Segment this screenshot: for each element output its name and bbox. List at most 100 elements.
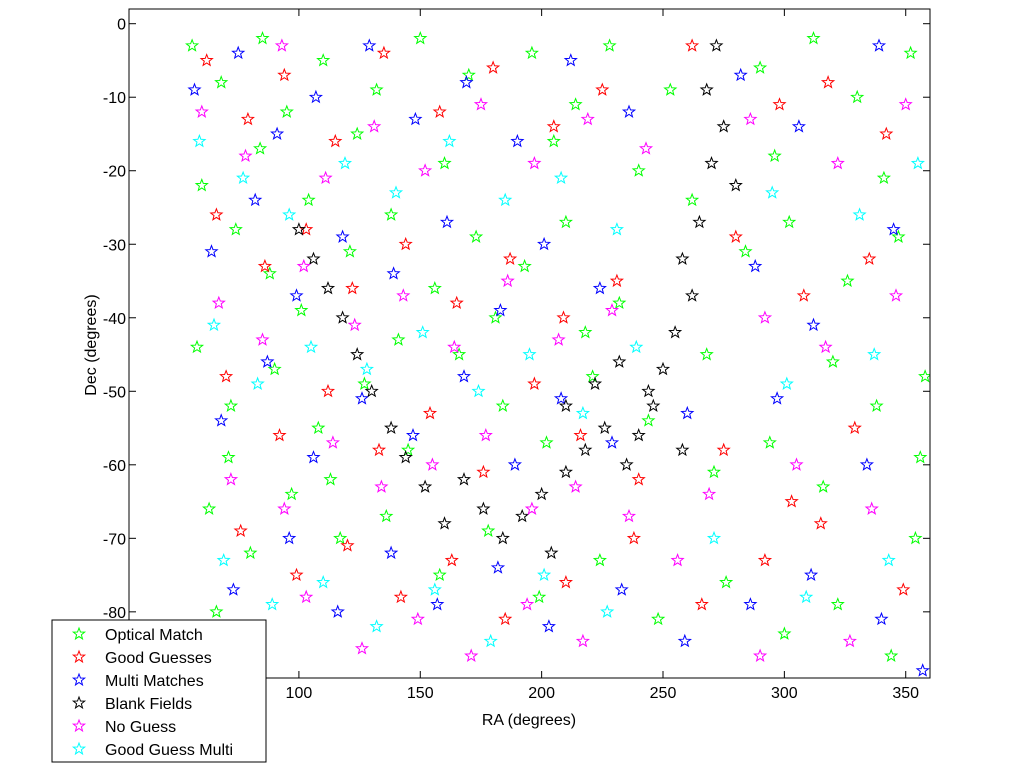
- data-point: [847, 420, 862, 435]
- data-point: [915, 663, 930, 677]
- data-point: [888, 288, 904, 302]
- data-point: [638, 141, 654, 155]
- data-point: [840, 273, 855, 288]
- y-tick-label: -70: [103, 531, 126, 548]
- data-point: [539, 435, 554, 449]
- data-point: [779, 376, 794, 390]
- data-point: [393, 589, 408, 604]
- data-point: [410, 611, 425, 626]
- legend-marker: [71, 649, 87, 664]
- y-tick-label: -20: [103, 164, 126, 181]
- data-point: [631, 427, 646, 442]
- data-point: [685, 192, 700, 207]
- data-point: [655, 361, 671, 376]
- data-point: [379, 508, 394, 523]
- data-point: [284, 486, 299, 501]
- data-point: [527, 376, 542, 390]
- data-point: [255, 30, 270, 45]
- data-point: [483, 633, 498, 648]
- data-point: [354, 391, 370, 405]
- data-point: [677, 633, 692, 648]
- data-point: [813, 516, 828, 530]
- data-point: [743, 111, 758, 126]
- data-point: [427, 280, 442, 295]
- data-point: [495, 398, 510, 412]
- data-point: [330, 604, 345, 618]
- data-point: [614, 582, 629, 596]
- data-point: [316, 53, 331, 67]
- data-point: [481, 523, 496, 537]
- data-point: [202, 501, 217, 515]
- data-point: [447, 339, 462, 354]
- data-point: [592, 281, 607, 295]
- data-point: [226, 582, 241, 596]
- data-point: [214, 413, 229, 427]
- data-point: [578, 442, 593, 457]
- data-point: [456, 472, 472, 486]
- data-point: [558, 574, 573, 589]
- data-point: [568, 97, 583, 111]
- data-point: [233, 523, 248, 537]
- data-point: [473, 97, 489, 111]
- data-point: [308, 89, 323, 104]
- y-tick-label: -60: [103, 458, 126, 475]
- data-point: [553, 391, 569, 405]
- y-tick-label: -30: [103, 237, 126, 254]
- data-point: [850, 89, 865, 104]
- data-point: [510, 133, 525, 148]
- data-point: [398, 236, 413, 251]
- data-point: [240, 111, 255, 126]
- data-point: [282, 207, 297, 221]
- data-point: [495, 530, 510, 545]
- data-point: [320, 280, 336, 295]
- data-point: [558, 214, 573, 229]
- data-point: [743, 597, 758, 611]
- data-point: [478, 427, 493, 442]
- legend-box: [51, 619, 267, 763]
- data-point: [430, 597, 445, 611]
- data-point: [675, 251, 690, 265]
- data-point: [185, 38, 200, 52]
- data-point: [770, 391, 785, 405]
- data-point: [765, 185, 780, 199]
- data-point: [668, 325, 683, 339]
- data-point: [604, 435, 620, 449]
- data-point: [806, 30, 821, 45]
- data-point: [587, 376, 603, 390]
- data-point: [784, 494, 799, 508]
- data-point: [820, 75, 836, 89]
- data-point: [553, 170, 569, 185]
- data-point: [558, 464, 573, 479]
- data-point: [401, 442, 416, 457]
- data-point: [830, 597, 845, 611]
- data-point: [556, 310, 571, 324]
- data-point: [362, 38, 377, 52]
- data-point: [580, 111, 595, 126]
- data-point: [830, 155, 845, 170]
- data-point: [289, 567, 304, 582]
- data-point: [469, 229, 484, 243]
- data-point: [364, 383, 379, 398]
- data-point: [432, 104, 447, 118]
- data-point: [646, 398, 661, 412]
- data-point: [376, 45, 391, 60]
- data-point: [507, 457, 522, 471]
- data-point: [871, 38, 887, 52]
- x-axis-label: RA (degrees): [482, 712, 576, 729]
- data-point: [641, 413, 656, 427]
- data-point: [908, 530, 923, 545]
- legend-label: Good Guess Multi: [105, 742, 233, 759]
- data-point: [609, 222, 624, 236]
- data-point: [602, 38, 617, 52]
- data-point: [277, 501, 292, 515]
- data-point: [597, 420, 612, 435]
- data-point: [236, 170, 251, 185]
- data-point: [301, 192, 316, 207]
- data-point: [415, 325, 430, 339]
- data-point: [439, 214, 455, 229]
- data-point: [388, 185, 404, 199]
- data-point: [806, 317, 821, 332]
- data-point: [456, 369, 472, 383]
- data-point: [437, 516, 452, 530]
